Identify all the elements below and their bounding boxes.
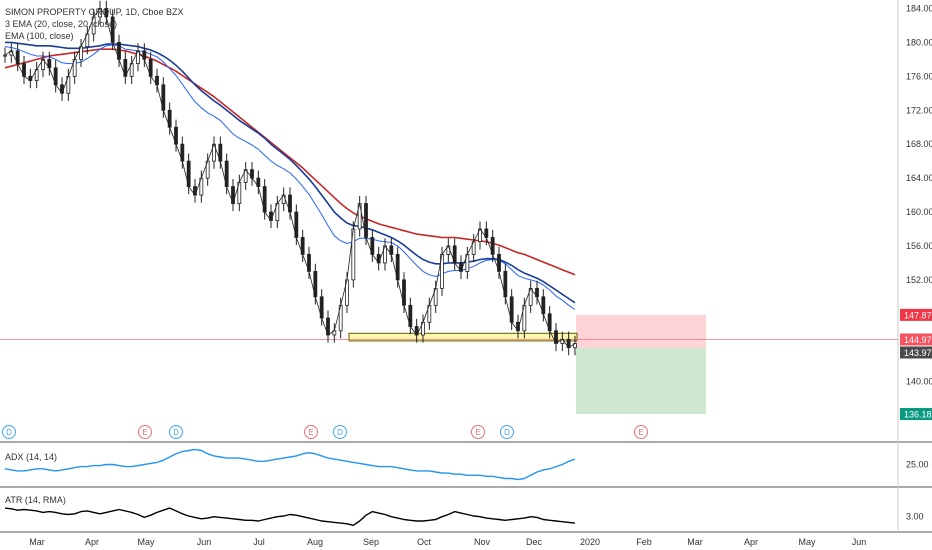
event-marker (333, 425, 347, 439)
price-bar-body (3, 54, 7, 57)
x-tick-label: May (137, 537, 155, 547)
take-profit-zone (576, 347, 706, 415)
atr-line (4, 507, 576, 526)
y-tick-label: 172.00 (906, 105, 932, 115)
x-tick-label: Apr (85, 537, 99, 547)
y-tick-label: 152.00 (906, 275, 932, 285)
event-marker (304, 425, 318, 439)
atr-legend: ATR (14, RMA) (5, 494, 66, 506)
event-marker-letter: D (6, 428, 12, 437)
x-tick-label: Oct (417, 537, 432, 547)
price-label: 144.97 (904, 335, 932, 345)
ema-legend-1[interactable]: 3 EMA (20, close, 20, close) (5, 19, 118, 29)
stop-loss-zone (576, 314, 706, 348)
event-marker-letter: E (475, 428, 480, 437)
main-legend: SIMON PROPERTY GROUP, 1D, Cboe BZX 3 EMA… (5, 6, 184, 42)
event-marker-letter: E (308, 428, 313, 437)
support-zone (348, 332, 578, 342)
price-label-box (900, 346, 932, 359)
x-tick-label: Sep (363, 537, 379, 547)
price-label-box (900, 308, 932, 321)
atr-label[interactable]: ATR (14, RMA) (5, 495, 66, 505)
price-label: 147.87 (904, 310, 932, 320)
event-marker-letter: E (638, 428, 643, 437)
price-label-box (900, 333, 932, 346)
y-tick-label: 176.00 (906, 71, 932, 81)
ema-fast-line (4, 44, 576, 310)
y-tick-label: 160.00 (906, 207, 932, 217)
x-tick-label: Aug (307, 537, 323, 547)
event-marker (500, 425, 514, 439)
x-tick-label: Mar (687, 537, 703, 547)
event-marker (2, 425, 16, 439)
symbol-label[interactable]: SIMON PROPERTY GROUP, 1D, Cboe BZX (5, 7, 184, 17)
y-tick-label: 168.00 (906, 139, 932, 149)
event-marker (138, 425, 152, 439)
x-tick-label: Apr (744, 537, 758, 547)
y-tick-label: 156.00 (906, 241, 932, 251)
price-label-box (900, 408, 932, 421)
x-tick-label: Dec (526, 537, 543, 547)
x-tick-label: May (798, 537, 816, 547)
event-marker-letter: E (142, 428, 147, 437)
adx-tick-label: 25.00 (906, 460, 929, 470)
price-label: 136.18 (904, 410, 932, 420)
adx-line (4, 448, 576, 481)
y-tick-label: 140.00 (906, 377, 932, 387)
price-close-line (4, 8, 576, 349)
x-tick-label: Jun (852, 537, 867, 547)
atr-tick-label: 3.00 (906, 512, 924, 522)
price-label: 143.97 (904, 348, 932, 358)
event-marker-letter: D (504, 428, 510, 437)
event-marker-letter: D (337, 428, 343, 437)
y-tick-label: 184.00 (906, 3, 932, 13)
y-tick-label: 180.00 (906, 37, 932, 47)
x-tick-label: Jul (253, 537, 265, 547)
x-tick-label: Feb (636, 537, 652, 547)
adx-label[interactable]: ADX (14, 14) (5, 452, 58, 462)
event-marker (471, 425, 485, 439)
ema-mid-line (5, 41, 576, 304)
event-marker (634, 425, 648, 439)
x-tick-label: Mar (29, 537, 45, 547)
x-tick-label: 2020 (580, 537, 600, 547)
x-tick-label: Jun (197, 537, 212, 547)
event-marker (169, 425, 183, 439)
event-marker-letter: D (173, 428, 179, 437)
price-bar-body (573, 343, 577, 349)
adx-legend: ADX (14, 14) (5, 451, 57, 463)
x-tick-label: Nov (474, 537, 491, 547)
y-tick-label: 164.00 (906, 173, 932, 183)
ema-legend-2[interactable]: EMA (100, close) (5, 31, 74, 41)
